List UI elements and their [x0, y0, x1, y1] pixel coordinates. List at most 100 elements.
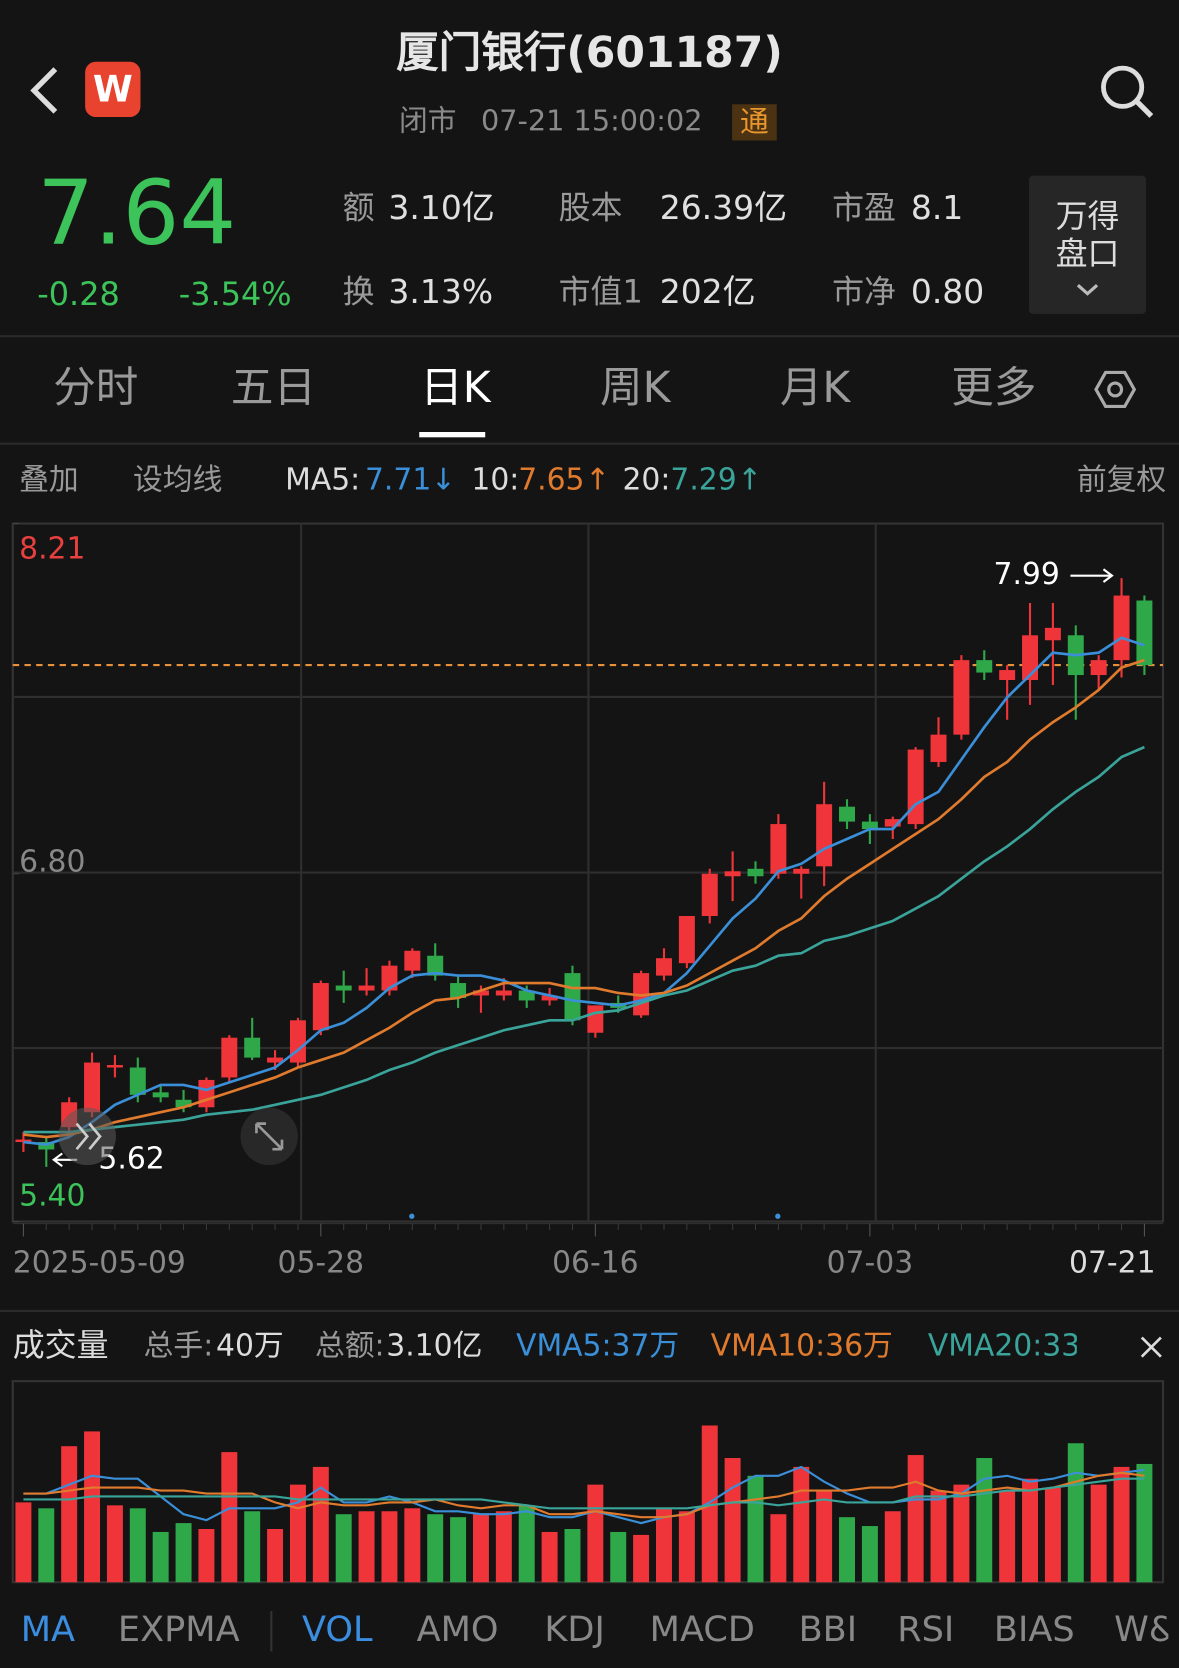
- candle-body: [976, 660, 993, 673]
- volume-bar: [198, 1529, 215, 1583]
- high-label: 7.99: [994, 557, 1060, 592]
- volume-bar: [289, 1484, 306, 1583]
- candle-body: [198, 1079, 215, 1108]
- volume-bar: [1022, 1478, 1039, 1583]
- volume-bar: [610, 1531, 627, 1583]
- ma-line: [23, 745, 1145, 1134]
- volume-bar: [1044, 1487, 1061, 1583]
- y-tick-label: 8.21: [19, 532, 85, 567]
- period-tab[interactable]: 五日: [231, 363, 316, 413]
- indicator-tab[interactable]: KDJ: [544, 1609, 604, 1650]
- indicator-tab[interactable]: AMO: [417, 1609, 499, 1650]
- price-change-pct: -3.54%: [179, 275, 292, 313]
- candle-body: [930, 734, 947, 762]
- ma-arrow: ↑: [585, 462, 610, 497]
- order-book-button[interactable]: [1028, 175, 1147, 314]
- volume-bar: [404, 1508, 421, 1583]
- volume-bar: [450, 1517, 467, 1583]
- volume-bar: [38, 1508, 55, 1583]
- search-handle: [1134, 99, 1154, 118]
- candle-body: [129, 1067, 146, 1095]
- volume-bar: [976, 1458, 993, 1583]
- volume-bar: [495, 1511, 512, 1583]
- candle-body: [381, 965, 398, 991]
- stat-label: 股本: [559, 189, 623, 227]
- adjust-button[interactable]: 前复权: [1077, 462, 1166, 497]
- indicator-tab[interactable]: MACD: [650, 1609, 755, 1650]
- indicator-tab[interactable]: BBI: [799, 1609, 858, 1650]
- event-dot: [775, 1213, 781, 1219]
- volume-bar: [541, 1531, 558, 1583]
- volume-bar: [129, 1508, 146, 1583]
- candle-body: [1113, 595, 1130, 661]
- vma-line: [23, 1471, 1145, 1519]
- ma-line: [23, 658, 1145, 1139]
- legend-entry: VMA5:37万: [516, 1329, 679, 1364]
- volume-bar: [61, 1446, 78, 1583]
- volume-bar: [999, 1490, 1016, 1583]
- quote-time: 07-21 15:00:02: [481, 103, 703, 137]
- back-button[interactable]: [30, 67, 58, 114]
- ma-line: [23, 636, 1145, 1146]
- candle-body: [541, 995, 558, 1001]
- candle-body: [244, 1037, 261, 1058]
- volume-bar: [884, 1511, 901, 1583]
- volume-bar: [152, 1531, 169, 1583]
- ma-value: 7.65: [518, 462, 584, 497]
- volume-bar: [816, 1490, 833, 1583]
- candle-body: [312, 983, 329, 1031]
- volume-bar: [312, 1466, 329, 1583]
- indicator-tab[interactable]: BIAS: [994, 1609, 1075, 1650]
- market-status: 闭市: [399, 103, 456, 137]
- volume-bar: [1136, 1463, 1153, 1583]
- volume-bar: [84, 1431, 101, 1583]
- indicator-tab[interactable]: MA: [21, 1609, 75, 1650]
- candle-body: [678, 915, 695, 964]
- ma-arrow: ↑: [737, 462, 762, 497]
- volume-bar: [701, 1425, 718, 1583]
- stat-label: 市值1: [559, 273, 643, 311]
- search-button[interactable]: [1101, 65, 1145, 109]
- close-button[interactable]: [1140, 1336, 1162, 1358]
- fullscreen-icon: [255, 1122, 284, 1151]
- indicator-tab[interactable]: VOL: [302, 1609, 373, 1650]
- volume-bar: [564, 1529, 581, 1583]
- period-tab[interactable]: 更多: [951, 363, 1036, 413]
- volume-stat-value: 3.10亿: [386, 1329, 482, 1364]
- volume-bar: [518, 1505, 535, 1583]
- period-tab[interactable]: 月K: [780, 363, 852, 413]
- volume-bar: [770, 1514, 787, 1583]
- scroll-icon: [75, 1122, 102, 1151]
- period-tab[interactable]: 日K: [420, 363, 492, 413]
- candle-body: [816, 804, 833, 867]
- app-logo: [85, 61, 141, 118]
- ma-settings-button[interactable]: 设均线: [133, 462, 222, 497]
- volume-bar: [907, 1455, 924, 1583]
- volume-bar: [724, 1458, 741, 1583]
- stat-value: 8.1: [911, 188, 963, 227]
- period-tab[interactable]: 分时: [53, 363, 138, 413]
- candle-body: [335, 985, 352, 991]
- candle-body: [770, 824, 787, 874]
- x-tick-label: 07-21: [1069, 1246, 1156, 1281]
- legend-entry: VMA20:33: [928, 1329, 1080, 1364]
- candle-body: [427, 955, 444, 976]
- overlay-button[interactable]: 叠加: [19, 462, 79, 497]
- indicator-tab[interactable]: W&R: [1114, 1609, 1179, 1650]
- chevron: [1076, 283, 1099, 296]
- candle-body: [1090, 660, 1107, 676]
- indicator-tab[interactable]: EXPMA: [118, 1609, 240, 1650]
- x-tick-label: 2025-05-09: [13, 1246, 186, 1281]
- volume-bar: [1113, 1466, 1130, 1583]
- candle-body: [564, 973, 581, 1021]
- stat-label: 额: [343, 189, 375, 227]
- candle-body: [84, 1062, 101, 1113]
- period-tab[interactable]: 周K: [600, 363, 672, 413]
- settings-button[interactable]: [1094, 370, 1137, 409]
- indicator-tab[interactable]: RSI: [897, 1609, 954, 1650]
- volume-bar: [335, 1514, 352, 1583]
- y-tick-label: 5.40: [19, 1179, 85, 1214]
- stat-value: 3.13%: [388, 272, 493, 311]
- volume-stat-label: 总手:: [144, 1329, 214, 1364]
- y-tick-label: 6.80: [19, 845, 85, 880]
